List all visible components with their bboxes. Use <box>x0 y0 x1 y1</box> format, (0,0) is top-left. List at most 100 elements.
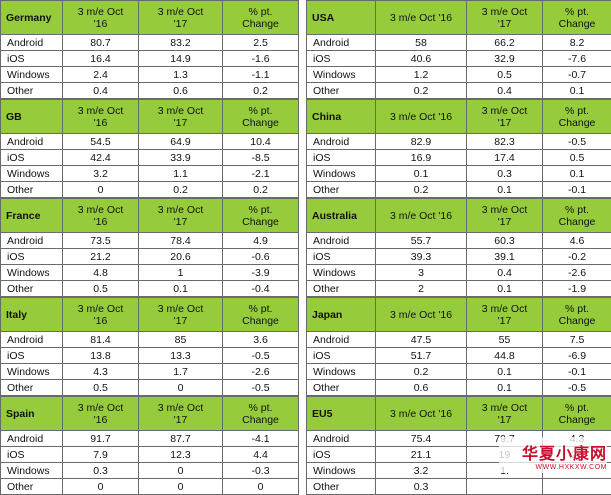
share-2017-value: 66.2 <box>467 35 543 51</box>
share-2017-value: 0.2 <box>139 182 223 198</box>
share-2017-value: 33.9 <box>139 150 223 166</box>
country-label: Spain <box>1 397 63 431</box>
share-2017-value: 1 <box>139 265 223 281</box>
period-2016-header: 3 m/e Oct '16 <box>376 199 467 233</box>
os-label: iOS <box>1 447 63 463</box>
share-2016-value: 82.9 <box>376 134 467 150</box>
os-label: iOS <box>307 249 376 265</box>
share-2016-value: 21.2 <box>63 249 139 265</box>
share-2017-value: 0.1 <box>467 281 543 297</box>
share-2017-value: 87.7 <box>139 431 223 447</box>
change-value: -6.9 <box>543 348 611 364</box>
country-label: France <box>1 199 63 233</box>
period-2017-header: 3 m/e Oct '17 <box>139 100 223 134</box>
share-2016-value: 0.6 <box>376 380 467 396</box>
change-value: 0.2 <box>223 182 299 198</box>
share-2016-value: 0.4 <box>63 83 139 99</box>
share-2016-value: 1.2 <box>376 67 467 83</box>
share-2017-value: 44.8 <box>467 348 543 364</box>
share-2017-value: 0 <box>139 463 223 479</box>
change-value: 3.6 <box>223 332 299 348</box>
watermark-logo: 华夏小康网 WWW.HXKXW.COM <box>499 437 607 473</box>
country-label: China <box>307 100 376 134</box>
change-header: % pt. Change <box>223 298 299 332</box>
share-2016-value: 21.1 <box>376 447 467 463</box>
share-2016-value: 16.9 <box>376 150 467 166</box>
change-value: -0.1 <box>543 364 611 380</box>
change-value: -7.6 <box>543 51 611 67</box>
period-2016-header: 3 m/e Oct '16 <box>376 298 467 332</box>
os-label: Windows <box>1 166 63 182</box>
share-2017-value: 64.9 <box>139 134 223 150</box>
change-header: % pt. Change <box>223 100 299 134</box>
share-2017-value: 32.9 <box>467 51 543 67</box>
change-value: 8.2 <box>543 35 611 51</box>
period-2017-header: 3 m/e Oct '17 <box>467 100 543 134</box>
share-2016-value: 4.3 <box>63 364 139 380</box>
os-label: Android <box>1 332 63 348</box>
country-label: Japan <box>307 298 376 332</box>
period-2016-header: 3 m/e Oct '16 <box>63 298 139 332</box>
period-2016-header: 3 m/e Oct '16 <box>376 397 467 431</box>
share-2017-value: 85 <box>139 332 223 348</box>
share-2016-value: 55.7 <box>376 233 467 249</box>
share-2016-value: 0.2 <box>376 364 467 380</box>
period-2017-header: 3 m/e Oct '17 <box>139 397 223 431</box>
os-label: Other <box>1 281 63 297</box>
share-2016-value: 2 <box>376 281 467 297</box>
change-value: 0 <box>223 479 299 495</box>
share-2017-value: 13.3 <box>139 348 223 364</box>
share-2016-value: 0.3 <box>376 479 467 495</box>
watermark-text: 华夏小康网 <box>522 440 607 464</box>
change-value: 7.5 <box>543 332 611 348</box>
change-value: -8.5 <box>223 150 299 166</box>
period-2017-header: 3 m/e Oct '17 <box>467 298 543 332</box>
share-2016-value: 0.2 <box>376 83 467 99</box>
os-label: iOS <box>307 447 376 463</box>
change-header: % pt. Change <box>223 1 299 35</box>
share-2016-value: 3.2 <box>376 463 467 479</box>
share-2017-value: 0.3 <box>467 166 543 182</box>
share-2017-value: 14.9 <box>139 51 223 67</box>
change-header: % pt. Change <box>543 397 611 431</box>
change-value: -2.1 <box>223 166 299 182</box>
os-label: iOS <box>1 150 63 166</box>
os-label: Other <box>1 479 63 495</box>
share-2016-value: 0 <box>63 479 139 495</box>
os-label: Android <box>307 233 376 249</box>
os-label: iOS <box>307 348 376 364</box>
os-label: Android <box>307 134 376 150</box>
share-2016-value: 75.4 <box>376 431 467 447</box>
period-2017-header: 3 m/e Oct '17 <box>139 1 223 35</box>
share-2016-value: 51.7 <box>376 348 467 364</box>
change-value: -4.1 <box>223 431 299 447</box>
change-value: -0.6 <box>223 249 299 265</box>
change-value: 4.6 <box>543 233 611 249</box>
os-label: Windows <box>1 364 63 380</box>
os-label: Android <box>1 134 63 150</box>
period-2017-header: 3 m/e Oct '17 <box>139 199 223 233</box>
change-value: -1.6 <box>223 51 299 67</box>
